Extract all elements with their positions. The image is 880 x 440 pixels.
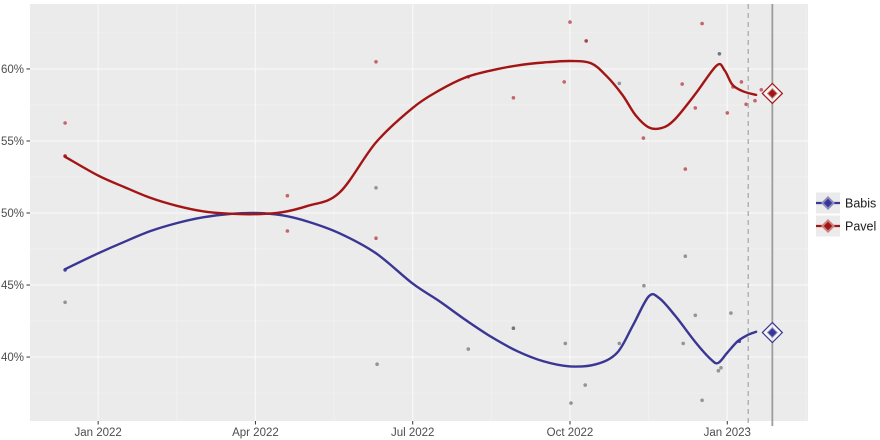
poll-point (717, 52, 722, 56)
poll-point (569, 401, 573, 405)
poll-point (700, 21, 704, 26)
poll-point (584, 39, 588, 43)
y-tick-label: 55% (1, 136, 24, 148)
poll-point (63, 300, 67, 305)
poll-point (744, 102, 748, 107)
y-tick-label: 45% (1, 280, 24, 292)
poll-point (641, 136, 646, 140)
y-tick-label: 50% (1, 208, 24, 220)
legend-item-label: Babis (845, 197, 876, 211)
poll-point (562, 80, 566, 84)
legend-item-pavel: Pavel (816, 215, 876, 237)
poll-point (683, 254, 688, 258)
poll-point (725, 111, 730, 115)
poll-point (642, 283, 646, 288)
poll-point (374, 186, 378, 190)
legend-item-babis: Babis (816, 192, 876, 214)
y-tick-label: 60% (1, 64, 24, 76)
x-tick-label: Apr 2022 (232, 427, 279, 439)
poll-point (693, 106, 698, 110)
y-tick-label: 40% (1, 352, 24, 364)
legend-diamond-icon (823, 198, 833, 208)
poll-point (466, 347, 471, 351)
poll-point (63, 121, 67, 125)
trend-line-pavel (63, 59, 758, 216)
legend-item-label: Pavel (845, 220, 876, 234)
poll-point (617, 341, 622, 346)
poll-point (617, 81, 622, 86)
poll-point (683, 167, 688, 171)
axes: 60% 55% 50% 45% 40% Jan 2022 Apr 2022 Jul 2022 O… (1, 64, 751, 439)
poll-point (681, 341, 685, 346)
poll-point (729, 311, 733, 315)
poll-point (716, 368, 721, 373)
poll-point (374, 60, 378, 64)
poll-point (511, 326, 516, 331)
legend-diamond-icon (823, 221, 833, 231)
poll-point (568, 20, 572, 24)
poll-point (285, 193, 290, 198)
poll-point (739, 80, 744, 84)
poll-point (511, 96, 516, 100)
poll-point (719, 366, 723, 370)
poll-point (563, 341, 568, 346)
poll-point (583, 383, 587, 387)
poll-point (375, 362, 379, 367)
end-marker-babis (761, 321, 784, 344)
poll-point (374, 236, 378, 240)
poll-point (680, 82, 684, 86)
legend: Babis Pavel (816, 192, 876, 237)
end-marker-core (766, 87, 778, 99)
poll-point (693, 313, 698, 318)
end-marker-pavel (761, 82, 784, 105)
poll-point (285, 229, 290, 233)
end-marker-core (766, 327, 778, 339)
x-tick-label: Jul 2022 (391, 427, 434, 439)
poll-point (759, 88, 764, 92)
gridlines (30, 4, 808, 421)
x-tick-label: Jan 2023 (704, 427, 751, 439)
x-tick-label: Oct 2022 (547, 427, 594, 439)
poll-point (700, 398, 704, 403)
x-tick-label: Jan 2022 (74, 427, 121, 439)
poll-point (753, 98, 757, 103)
trend-line-babis (63, 211, 758, 368)
